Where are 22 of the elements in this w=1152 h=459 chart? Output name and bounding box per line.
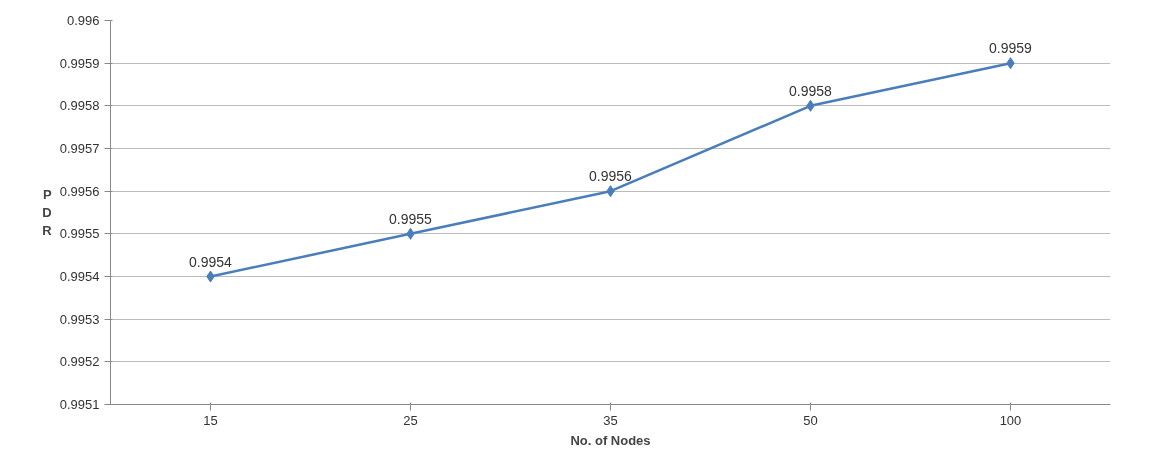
x-tick-label: 50 [803,412,818,428]
y-tick-label: 0.9959 [59,55,100,71]
x-tick-label: 15 [203,412,218,428]
x-tick-label: 35 [603,412,618,428]
y-tick-label: 0.9954 [59,269,100,284]
y-tick-label: 0.9952 [59,354,100,370]
y-tick-label: 0.9957 [59,141,100,156]
y-tick-label: 0.996 [66,13,100,28]
x-axis-title: No. of Nodes [570,432,651,448]
data-label: 0.9959 [989,40,1033,57]
data-label: 0.9955 [389,210,433,227]
y-tick-label: 0.9958 [59,98,100,114]
data-label: 0.9958 [789,82,833,99]
y-tick-label: 0.9956 [59,183,100,199]
y-tick-label: 0.9951 [59,397,100,412]
x-tick-label: 25 [403,412,418,428]
y-tick-label: 0.9955 [59,226,100,242]
x-tick-label: 100 [999,412,1022,428]
y-tick-label: 0.9953 [59,311,100,327]
data-label: 0.9954 [189,253,233,270]
data-label: 0.9956 [589,168,633,185]
y-axis-title: PDR [42,187,53,238]
